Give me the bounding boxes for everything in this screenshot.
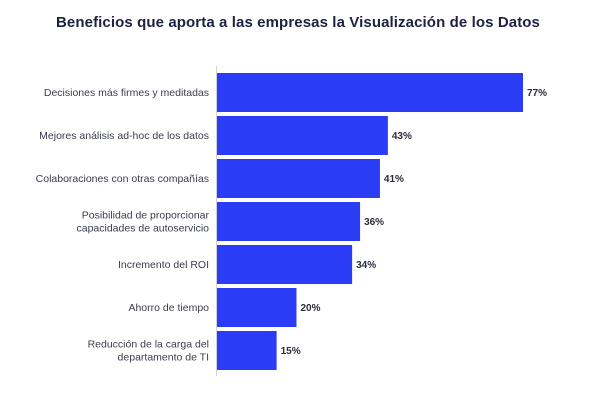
bar-1	[217, 116, 388, 155]
category-label-0: Decisiones más firmes y meditadas	[44, 87, 209, 99]
bar-5	[217, 288, 297, 327]
bars-group	[217, 73, 523, 370]
category-label-line: Incremento del ROI	[118, 259, 209, 271]
value-label-3: 36%	[364, 217, 384, 228]
category-label-4: Incremento del ROI	[118, 259, 209, 271]
category-label-1: Mejores análisis ad-hoc de los datos	[39, 130, 209, 142]
category-label-line: Colaboraciones con otras compañías	[36, 173, 209, 185]
category-label-line: Mejores análisis ad-hoc de los datos	[39, 130, 209, 142]
value-label-6: 15%	[281, 346, 301, 357]
category-labels-group: Decisiones más firmes y meditadas Mejores…	[36, 87, 210, 364]
bar-0	[217, 73, 523, 112]
value-label-4: 34%	[356, 260, 376, 271]
category-label-line: Decisiones más firmes y meditadas	[44, 87, 209, 99]
value-label-5: 20%	[300, 303, 320, 314]
category-label-line: Ahorro de tiempo	[128, 302, 209, 314]
chart-title: Beneficios que aporta a las empresas la …	[55, 14, 540, 31]
value-label-0: 77%	[527, 88, 547, 99]
category-label-5: Ahorro de tiempo	[128, 302, 209, 314]
category-label-3: Posibilidad de proporcionar capacidades d…	[76, 210, 209, 235]
category-label-2: Colaboraciones con otras compañías	[36, 173, 209, 185]
value-label-1: 43%	[392, 131, 412, 142]
category-label-line: Reducción de la carga del	[88, 339, 209, 351]
category-label-6: Reducción de la carga del departamento de…	[88, 339, 209, 364]
bar-3	[217, 202, 361, 241]
value-label-2: 41%	[384, 174, 404, 185]
bar-2	[217, 159, 380, 198]
bar-6	[217, 331, 277, 370]
category-label-line: departamento de TI	[118, 352, 209, 364]
bar-4	[217, 245, 353, 284]
category-label-line: Posibilidad de proporcionar	[82, 210, 210, 222]
value-labels-group: 77% 43% 41% 36% 34% 20% 15%	[281, 88, 548, 357]
category-label-line: capacidades de autoservicio	[76, 223, 209, 235]
